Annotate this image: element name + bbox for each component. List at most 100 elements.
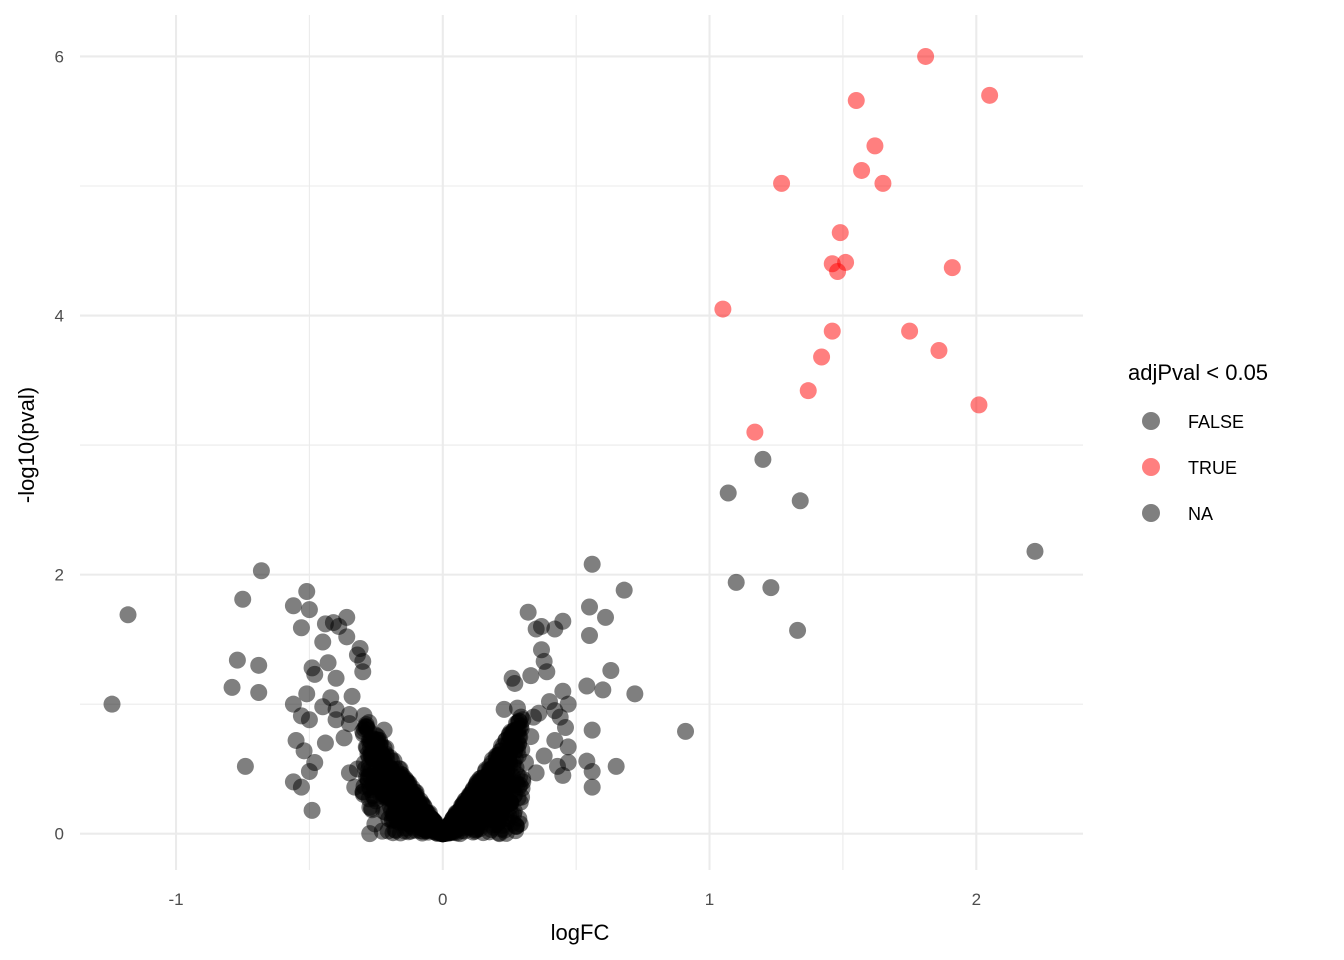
data-point-false — [298, 685, 316, 703]
data-point-false — [754, 450, 772, 468]
data-point-false — [250, 656, 268, 674]
x-axis-title: logFC — [551, 920, 610, 945]
data-point-false — [791, 492, 809, 510]
y-tick-label: 0 — [55, 825, 64, 844]
data-point-false — [1026, 542, 1044, 560]
data-point-false — [303, 801, 321, 819]
data-point-false — [292, 707, 310, 725]
data-point-false — [466, 786, 484, 804]
data-point-true — [799, 382, 817, 400]
data-point-false — [428, 822, 446, 840]
data-point-true — [917, 47, 935, 65]
grid-lines — [80, 15, 1083, 870]
data-point-false — [507, 822, 525, 840]
data-point-false — [727, 573, 745, 591]
data-point-false — [338, 628, 356, 646]
data-point-true — [813, 348, 831, 366]
data-point-true — [970, 396, 988, 414]
data-point-false — [583, 721, 601, 739]
data-point-false — [581, 627, 599, 645]
data-point-false — [522, 667, 540, 685]
data-point-false — [306, 665, 324, 683]
data-point-false — [442, 822, 460, 840]
legend-label-true: TRUE — [1188, 458, 1237, 478]
data-point-false — [119, 606, 137, 624]
data-point-false — [298, 582, 316, 600]
data-point-false — [361, 825, 379, 843]
data-point-false — [581, 598, 599, 616]
y-tick-label: 6 — [55, 47, 64, 66]
data-point-true — [853, 161, 871, 179]
data-point-false — [535, 747, 553, 765]
data-point-true — [901, 322, 919, 340]
data-point-false — [252, 562, 270, 580]
data-point-true — [943, 259, 961, 277]
data-point-false — [295, 742, 313, 760]
data-point-true — [874, 174, 892, 192]
x-tick-label: -1 — [168, 890, 183, 909]
data-point-false — [346, 778, 364, 796]
data-point-false — [578, 677, 596, 695]
data-point-true — [746, 423, 764, 441]
data-point-false — [340, 715, 358, 733]
legend-key-true — [1142, 458, 1160, 476]
data-point-false — [375, 721, 393, 739]
x-axis-ticks: -1 0 1 2 — [168, 890, 981, 909]
legend-entries: FALSE TRUE NA — [1142, 412, 1244, 524]
data-point-false — [597, 608, 615, 626]
data-point-false — [359, 770, 377, 788]
data-point-false — [407, 783, 425, 801]
data-point-false — [375, 739, 393, 757]
data-point-false — [495, 700, 513, 718]
data-point-false — [482, 763, 500, 781]
data-point-true — [831, 224, 849, 242]
data-point-false — [236, 757, 254, 775]
x-tick-label: 2 — [972, 890, 981, 909]
data-point-false — [364, 750, 382, 768]
data-point-false — [316, 734, 334, 752]
data-point-false — [554, 612, 572, 630]
legend-key-false — [1142, 412, 1160, 430]
data-point-false — [103, 695, 121, 713]
data-point-true — [823, 322, 841, 340]
data-point-false — [354, 722, 372, 740]
data-point-false — [583, 555, 601, 573]
data-point-false — [506, 786, 524, 804]
data-point-false — [538, 663, 556, 681]
data-point-false — [487, 747, 505, 765]
data-points — [103, 47, 1044, 843]
data-point-false — [300, 601, 318, 619]
x-tick-label: 0 — [438, 890, 447, 909]
y-axis-ticks: 0 2 4 6 — [55, 47, 64, 843]
data-point-false — [626, 685, 644, 703]
data-point-false — [719, 484, 737, 502]
data-point-false — [514, 711, 532, 729]
data-point-false — [362, 799, 380, 817]
data-point-false — [399, 814, 417, 832]
data-point-false — [319, 654, 337, 672]
data-point-false — [556, 719, 574, 736]
data-point-false — [228, 651, 246, 669]
data-point-true — [866, 137, 884, 155]
y-axis-title: -log10(pval) — [14, 387, 39, 503]
data-point-false — [559, 695, 577, 713]
data-point-false — [789, 621, 807, 639]
data-point-false — [583, 763, 601, 781]
data-point-false — [527, 620, 545, 638]
data-point-false — [343, 687, 361, 705]
data-point-false — [506, 674, 524, 692]
legend: adjPval < 0.05 FALSE TRUE NA — [1128, 360, 1268, 524]
data-point-false — [607, 757, 625, 775]
legend-key-na — [1142, 504, 1160, 522]
legend-title: adjPval < 0.05 — [1128, 360, 1268, 385]
data-point-false — [492, 799, 510, 817]
data-point-true — [714, 300, 732, 318]
data-point-false — [306, 753, 324, 771]
data-point-false — [516, 753, 534, 771]
data-point-false — [292, 778, 310, 796]
data-point-false — [250, 684, 268, 702]
data-point-false — [335, 729, 353, 747]
x-tick-label: 1 — [705, 890, 714, 909]
data-point-false — [508, 724, 526, 742]
